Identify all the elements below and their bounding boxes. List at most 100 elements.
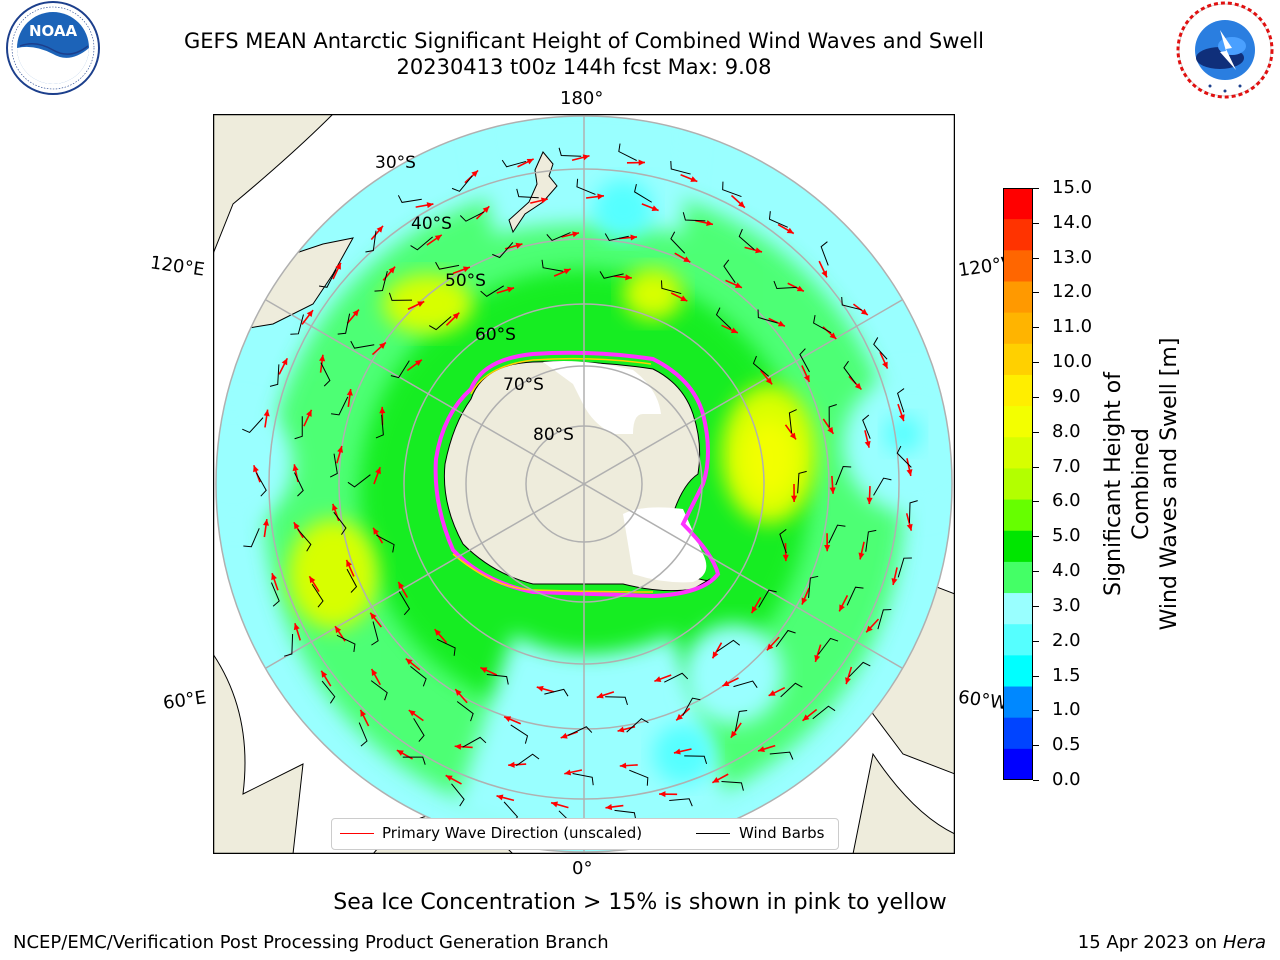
colorbar-segment [1003, 717, 1033, 750]
wind-barb [451, 783, 465, 807]
wave-arrow-head [572, 231, 580, 238]
wave-arrow-head [253, 465, 259, 473]
wind-barb [375, 414, 384, 439]
wave-arrow-head [765, 377, 773, 385]
lon-label-60w: 60°W [956, 686, 1009, 715]
wind-barb [243, 528, 260, 548]
colorbar-title: Significant Height of Combined Wind Wave… [1100, 334, 1182, 634]
wave-arrow-head [659, 791, 666, 798]
wave-arrow-head [292, 464, 299, 472]
colorbar-segment [1003, 406, 1033, 438]
wind-barb [733, 680, 758, 688]
wave-arrow-head [625, 274, 632, 281]
wave-arrow-head [417, 301, 425, 307]
colorbar-segment [1003, 281, 1033, 314]
wave-arrow-head [271, 573, 277, 581]
colorbar-title-line1: Significant Height of Combined [1101, 371, 1154, 597]
wave-arrow-head [858, 552, 865, 560]
wave-arrow-head [630, 234, 637, 241]
wind-barb [284, 633, 294, 657]
wind-barb [788, 409, 797, 433]
nws-logo [1170, 0, 1280, 104]
wave-arrow-head [722, 680, 730, 687]
wave-arrow-head [263, 409, 270, 417]
wave-arrow-head [462, 266, 470, 273]
colorbar-segment [1003, 530, 1033, 563]
wave-arrow-head [821, 270, 827, 278]
wave-arrow-head [864, 440, 871, 448]
wind-barb [572, 773, 594, 786]
wave-arrow-head [617, 726, 625, 733]
wind-barb [773, 280, 797, 290]
wind-barb [599, 271, 624, 279]
colorbar-title-line2: Wind Waves and Swell [m] [1157, 337, 1182, 631]
wind-barb [269, 364, 280, 387]
wind-barb [848, 661, 871, 678]
wind-barb [664, 672, 689, 683]
wind-barb [820, 241, 829, 266]
colorbar-tick [1033, 571, 1039, 573]
wind-barb [370, 680, 388, 701]
colorbar-tick-label: 6.0 [1052, 490, 1081, 512]
wind-barb [723, 259, 736, 283]
colorbar-tick-label: 4.0 [1052, 560, 1081, 582]
wind-barb [877, 609, 892, 630]
lat-label-30: 30°S [375, 153, 416, 173]
colorbar-tick [1033, 745, 1039, 747]
wind-barb [568, 726, 593, 736]
colorbar-segment [1003, 312, 1033, 345]
wave-arrow-head [766, 643, 774, 651]
wind-barb [321, 680, 336, 704]
wave-arrow-head [551, 801, 559, 808]
colorbar-tick [1033, 222, 1039, 224]
wind-barb [451, 175, 473, 192]
wind-barb [510, 724, 529, 744]
wind-barb [843, 360, 857, 385]
wind-barb [682, 212, 706, 222]
wind-barb [501, 159, 527, 168]
wind-barb [290, 314, 304, 335]
wave-arrow-head [755, 247, 763, 254]
wave-arrow-head [782, 554, 789, 562]
colorbar-tick-label: 10.0 [1052, 351, 1093, 373]
wind-barb [486, 673, 509, 685]
colorbar-tick-label: 14.0 [1052, 211, 1093, 233]
lon-label-0: 0° [572, 858, 593, 879]
wave-arrow-head [563, 268, 571, 275]
wave-arrow-head [582, 154, 590, 161]
wind-barb [738, 228, 755, 250]
wind-barb [255, 472, 267, 497]
colorbar-segment [1003, 343, 1033, 376]
wave-arrow-head [434, 629, 442, 636]
colorbar-tick [1033, 257, 1039, 259]
wave-arrow-head [352, 309, 359, 317]
colorbar-segment [1003, 468, 1033, 501]
wave-arrow-head [434, 234, 442, 241]
wind-barb [297, 528, 312, 552]
wave-arrow-head [281, 358, 288, 366]
wind-barb [775, 629, 796, 647]
wave-arrow-head [321, 670, 328, 678]
wind-barb [410, 666, 427, 687]
colorbar-tick-label: 5.0 [1052, 525, 1081, 547]
wind-barb [294, 416, 303, 440]
wind-barb [337, 313, 351, 335]
wind-barb [376, 534, 395, 553]
wind-barb [546, 232, 571, 242]
colorbar-tick [1033, 327, 1039, 329]
colorbar-segment [1003, 219, 1033, 251]
graticule [215, 115, 953, 853]
wave-arrow-head [375, 467, 381, 475]
wind-barb [865, 529, 877, 552]
wave-arrow-head [564, 769, 572, 776]
wave-arrow-head [906, 469, 913, 476]
wave-arrow-head [706, 220, 713, 227]
wave-arrow-head [751, 606, 758, 614]
wave-arrow-head [891, 578, 898, 585]
wind-barb [516, 753, 540, 767]
wave-arrow-head [388, 266, 396, 274]
wave-arrow-head [730, 730, 737, 738]
wind-barb [614, 809, 637, 821]
wave-arrow-head [396, 750, 404, 756]
wind-barb [684, 755, 708, 765]
